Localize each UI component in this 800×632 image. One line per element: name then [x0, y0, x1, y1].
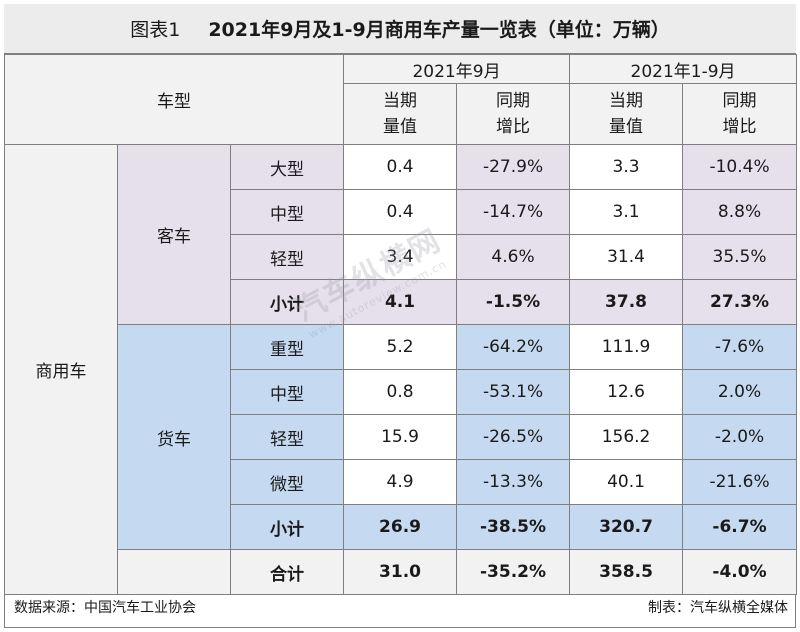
header-row-periods: 车型 2021年9月 2021年1-9月 [3, 54, 798, 145]
yoy-cell: 2.0% [682, 369, 798, 415]
header-period-ytd: 2021年1-9月 [569, 54, 798, 84]
value-cell: 40.1 [569, 459, 684, 505]
value-cell: 5.2 [343, 324, 458, 370]
value-cell: 12.6 [569, 369, 684, 415]
group-bus-label: 客车 [117, 144, 231, 325]
table-row: 商用车 客车 大型 0.4 -27.9% 3.3 -10.4% [4, 144, 798, 595]
vehicle-type-cell: 轻型 [229, 414, 345, 460]
value-cell: 4.1 [343, 279, 458, 325]
header-value: 当期 量值 [569, 83, 684, 145]
table-row: 轻型 15.9 -26.5% 156.2 -2.0% [5, 414, 798, 460]
value-cell: 0.4 [343, 144, 458, 190]
value-cell: 3.4 [343, 234, 458, 280]
header-yoy: 同期 增比 [456, 83, 571, 145]
yoy-cell: -21.6% [682, 459, 798, 505]
table-row: 微型 4.9 -13.3% 40.1 -21.6% [5, 459, 798, 505]
yoy-cell: -4.0% [682, 549, 798, 595]
figure-title: 2021年9月及1-9月商用车产量一览表（单位：万辆） [208, 19, 670, 41]
yoy-cell: -7.6% [682, 324, 798, 370]
group-truck-label: 货车 [117, 324, 231, 550]
table-footer: 数据来源：中国汽车工业协会 制表：汽车纵横全媒体 [4, 586, 796, 628]
table-row: 轻型 3.4 4.6% 31.4 35.5% [5, 234, 798, 280]
yoy-cell: -38.5% [456, 504, 571, 550]
vehicle-type-cell: 轻型 [229, 234, 345, 280]
value-cell: 37.8 [569, 279, 684, 325]
vehicle-type-cell: 中型 [229, 189, 345, 235]
yoy-cell: 4.6% [456, 234, 571, 280]
value-cell: 0.4 [343, 189, 458, 235]
total-row: 合计 31.0 -35.2% 358.5 -4.0% [5, 549, 798, 595]
table-title: 图表1 2021年9月及1-9月商用车产量一览表（单位：万辆） [4, 4, 796, 54]
total-label: 合计 [229, 549, 345, 595]
value-cell: 0.8 [343, 369, 458, 415]
value-cell: 111.9 [569, 324, 684, 370]
value-cell: 31.4 [569, 234, 684, 280]
vehicle-type-cell: 大型 [229, 144, 345, 190]
yoy-cell: -27.9% [456, 144, 571, 190]
header-period-month: 2021年9月 [343, 54, 571, 84]
data-source: 数据来源：中国汽车工业协会 [14, 600, 196, 616]
yoy-cell: 27.3% [682, 279, 798, 325]
table-maker: 制表：汽车纵横全媒体 [648, 600, 788, 616]
value-cell: 320.7 [569, 504, 684, 550]
yoy-cell: -14.7% [456, 189, 571, 235]
yoy-cell: -1.5% [456, 279, 571, 325]
yoy-cell: -53.1% [456, 369, 571, 415]
header-yoy: 同期 增比 [682, 83, 798, 145]
yoy-cell: -64.2% [456, 324, 571, 370]
value-cell: 26.9 [343, 504, 458, 550]
yoy-cell: 8.8% [682, 189, 798, 235]
yoy-cell: -6.7% [682, 504, 798, 550]
vehicle-type-cell: 重型 [229, 324, 345, 370]
yoy-cell: 35.5% [682, 234, 798, 280]
value-cell: 156.2 [569, 414, 684, 460]
subtotal-label: 小计 [229, 279, 345, 325]
value-cell: 15.9 [343, 414, 458, 460]
subtotal-label: 小计 [229, 504, 345, 550]
table-row: 中型 0.4 -14.7% 3.1 8.8% [5, 189, 798, 235]
yoy-cell: -26.5% [456, 414, 571, 460]
table-row: 货车 重型 5.2 -64.2% 111.9 -7.6% [5, 324, 798, 550]
table-row: 中型 0.8 -53.1% 12.6 2.0% [5, 369, 798, 415]
vehicle-type-cell: 微型 [229, 459, 345, 505]
vehicle-type-cell: 中型 [229, 369, 345, 415]
category-cell: 商用车 [4, 144, 118, 595]
figure-label: 图表1 [130, 19, 181, 41]
value-cell: 3.3 [569, 144, 684, 190]
value-cell: 358.5 [569, 549, 684, 595]
header-value: 当期 量值 [343, 83, 458, 145]
subtotal-row: 小计 26.9 -38.5% 320.7 -6.7% [5, 504, 798, 550]
header-vehicle-type: 车型 [3, 54, 345, 145]
yoy-cell: -2.0% [682, 414, 798, 460]
subtotal-row: 小计 4.1 -1.5% 37.8 27.3% [5, 279, 798, 325]
production-table: 车型 2021年9月 2021年1-9月 当期 量值 同期 增比 当期 量值 同… [3, 54, 798, 595]
value-cell: 4.9 [343, 459, 458, 505]
value-cell: 3.1 [569, 189, 684, 235]
yoy-cell: -13.3% [456, 459, 571, 505]
header-row-metrics: 当期 量值 同期 增比 当期 量值 同期 增比 [5, 83, 798, 145]
yoy-cell: -10.4% [682, 144, 798, 190]
yoy-cell: -35.2% [456, 549, 571, 595]
